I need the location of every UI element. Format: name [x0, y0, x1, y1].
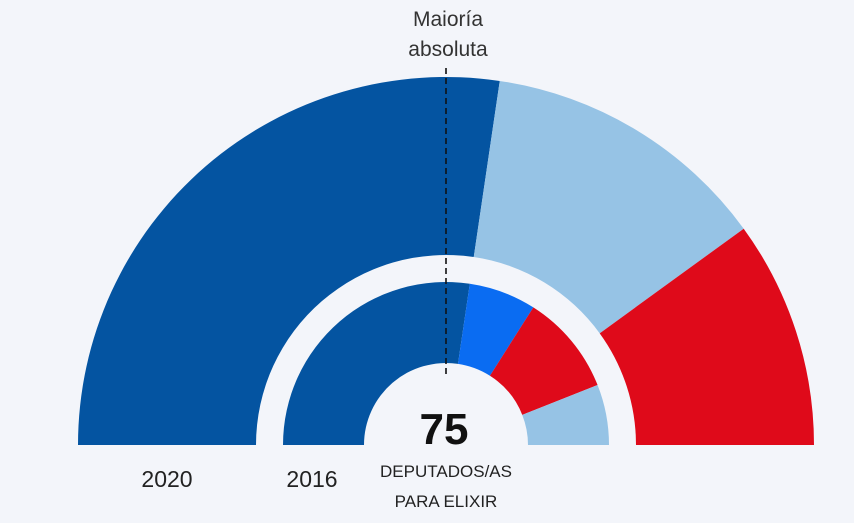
segment-2016-4	[522, 384, 609, 445]
year-label-2020: 2020	[141, 466, 192, 492]
segment-2020-2	[473, 80, 744, 334]
majority-label-line1: Maioría	[413, 8, 483, 31]
year-label-2016: 2016	[286, 466, 337, 492]
segment-2016-3	[489, 307, 598, 415]
total-seats-label-2: PARA ELIXIR	[395, 492, 498, 511]
majority-label-line2: absoluta	[408, 38, 488, 61]
segment-2020-1	[78, 77, 500, 446]
ring-2016	[283, 281, 609, 445]
ring-2020	[78, 77, 814, 446]
segment-2016-1	[283, 281, 470, 445]
total-seats-label: DEPUTADOS/AS	[380, 462, 512, 481]
segment-2016-2	[457, 283, 534, 376]
total-seats-value: 75	[420, 405, 469, 454]
segment-2020-3	[599, 228, 814, 445]
